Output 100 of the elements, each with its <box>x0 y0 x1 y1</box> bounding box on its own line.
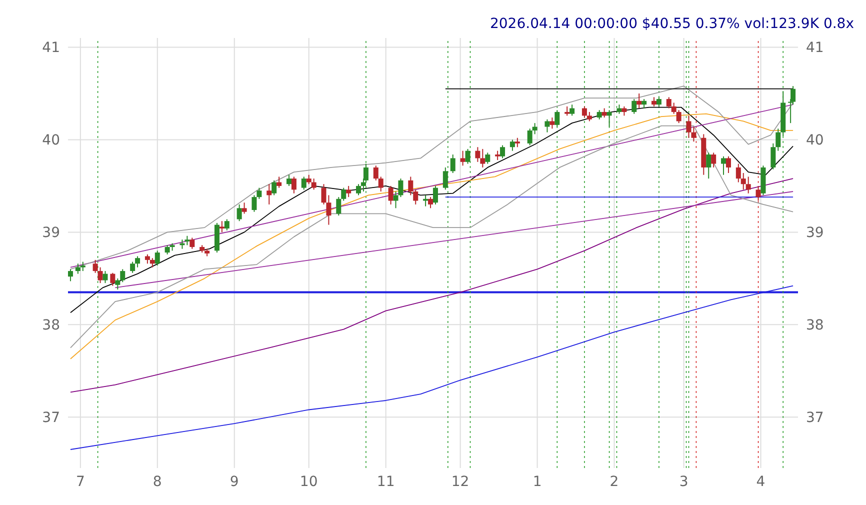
candlestick <box>68 268 73 282</box>
x-tick-label: 9 <box>230 474 239 490</box>
candlestick <box>276 176 282 188</box>
candlestick <box>510 139 515 152</box>
candlestick <box>736 163 741 183</box>
candlestick <box>550 117 555 130</box>
candlestick <box>596 110 602 120</box>
candlestick <box>373 165 378 181</box>
candlestick <box>326 194 332 226</box>
candlestick <box>706 152 712 180</box>
candlestick <box>554 110 560 128</box>
candlestick <box>92 259 98 274</box>
x-tick-label: 2 <box>610 474 619 490</box>
candlestick <box>651 96 656 107</box>
candlestick <box>606 110 612 128</box>
candlestick <box>432 185 438 205</box>
candlestick <box>726 156 731 174</box>
candlestick <box>686 115 692 138</box>
candlestick <box>346 185 352 198</box>
candlestick <box>190 237 195 250</box>
candlestick <box>636 92 642 109</box>
candlestick <box>301 176 306 190</box>
candlestick <box>642 98 647 109</box>
candlestick <box>500 144 506 159</box>
candlestick <box>450 154 456 174</box>
candlestick <box>154 250 160 266</box>
candlestick <box>135 256 140 268</box>
x-tick-label: 8 <box>152 474 162 490</box>
candlestick <box>115 278 120 290</box>
candlestick <box>691 126 696 142</box>
y2-tick-label: 37 <box>806 410 824 426</box>
candlestick <box>676 110 682 124</box>
candlestick <box>306 174 312 185</box>
y-tick-label: 39 <box>42 225 60 242</box>
candlestick <box>341 187 346 202</box>
candlestick <box>256 187 262 200</box>
candlestick <box>413 189 418 205</box>
candlestick <box>564 106 570 116</box>
candlestick <box>527 128 532 146</box>
candlestick <box>480 148 486 168</box>
candlestick <box>616 104 622 114</box>
candlestick <box>219 220 224 233</box>
candlestick <box>356 184 362 196</box>
candlestick <box>711 152 716 168</box>
candlestick <box>666 96 672 109</box>
candlestick <box>485 152 490 164</box>
candlestick <box>740 172 746 190</box>
candlestick <box>266 184 272 205</box>
line-series <box>70 106 794 314</box>
candlestick <box>544 118 550 133</box>
candlestick <box>475 146 480 162</box>
candlestick <box>336 196 342 216</box>
candlestick <box>252 194 257 212</box>
x-tick-label: 1 <box>532 474 542 490</box>
candlestick <box>656 96 662 107</box>
candlestick <box>75 263 80 274</box>
candlestick <box>776 128 781 152</box>
y-tick-label: 41 <box>42 40 60 56</box>
candlestick <box>164 244 170 255</box>
line-series <box>70 178 794 393</box>
y2-tick-label: 39 <box>806 225 824 242</box>
candlestick <box>632 98 637 114</box>
candlestick <box>130 261 136 274</box>
candlestick <box>746 176 751 194</box>
y2-tick-label: 40 <box>806 132 824 149</box>
x-tick-label: 10 <box>300 474 318 490</box>
y-tick-label: 38 <box>42 318 60 334</box>
candlestick <box>102 270 108 284</box>
candlestick <box>622 106 627 116</box>
candlestick <box>120 268 126 283</box>
candlestick <box>582 106 587 118</box>
candlestick <box>110 272 116 286</box>
y2-tick-label: 41 <box>806 40 824 56</box>
candlestick <box>586 111 592 122</box>
x-tick-label: 7 <box>76 474 85 490</box>
candlestick <box>272 180 277 196</box>
y-tick-label: 37 <box>42 410 60 426</box>
candlestick <box>514 137 520 148</box>
chart-title: 2026.04.14 00:00:00 $40.55 0.37% vol:123.9K 0.8x <box>490 16 854 32</box>
candlestick <box>770 142 776 170</box>
x-tick-label: 12 <box>451 474 470 490</box>
candlestick <box>236 204 242 222</box>
candlestick <box>721 156 726 176</box>
candlestick <box>311 178 316 190</box>
candlestick <box>428 196 434 209</box>
candlestick <box>442 166 448 190</box>
candlestick <box>423 194 428 207</box>
candlestick <box>286 174 292 186</box>
x-tick-label: 3 <box>679 474 688 490</box>
x-tick-label: 11 <box>376 474 395 490</box>
candlestick <box>80 261 86 272</box>
candlestick <box>570 104 575 116</box>
candlestick <box>321 184 326 205</box>
candlestick <box>532 122 538 135</box>
candlestick <box>150 258 155 268</box>
x-tick-label: 4 <box>756 474 766 490</box>
candlestick <box>184 235 190 246</box>
candlestick <box>98 266 103 284</box>
candlestick <box>144 254 150 264</box>
candlestick <box>756 185 761 202</box>
